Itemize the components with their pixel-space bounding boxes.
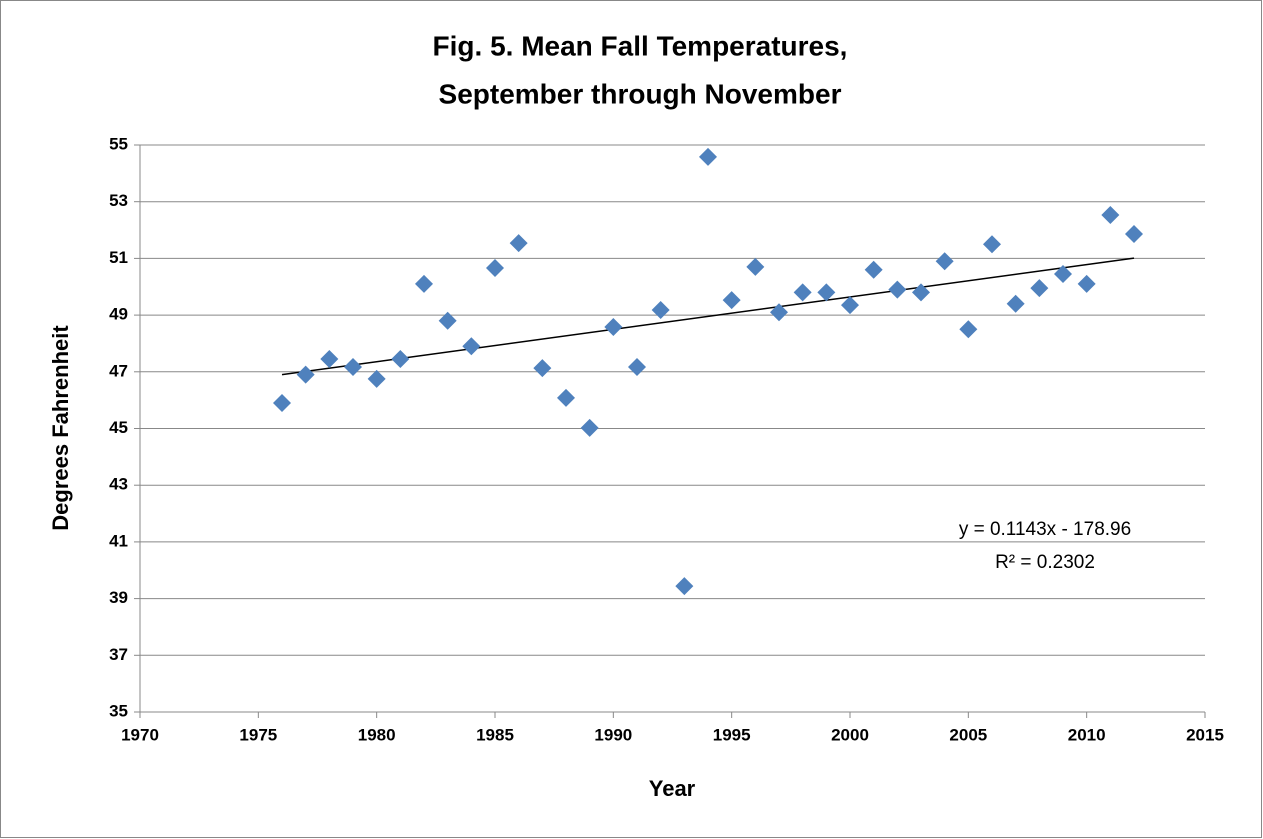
data-point <box>296 365 315 384</box>
y-tick-label: 45 <box>109 418 128 437</box>
x-tick-label: 1980 <box>358 725 396 744</box>
data-point <box>1101 206 1120 225</box>
data-point <box>486 259 504 278</box>
y-tick-label: 51 <box>109 248 128 267</box>
data-point <box>817 283 836 302</box>
y-tick-label: 35 <box>109 701 128 720</box>
x-tick-label: 1975 <box>239 725 277 744</box>
data-point <box>438 311 457 330</box>
data-point <box>273 393 291 412</box>
trendline <box>281 257 1135 376</box>
data-point <box>415 274 433 293</box>
y-tick-label: 37 <box>109 645 128 664</box>
x-tick-label: 1970 <box>121 725 159 744</box>
chart-title: September through November <box>439 78 842 109</box>
data-point <box>699 147 717 166</box>
data-point <box>580 418 599 437</box>
data-point <box>983 235 1001 254</box>
data-point <box>628 357 646 376</box>
trend-equation: y = 0.1143x - 178.96 <box>959 519 1131 540</box>
data-point <box>912 283 930 302</box>
data-point <box>391 350 410 369</box>
data-point <box>1077 274 1096 293</box>
x-tick-label: 2005 <box>949 725 987 744</box>
data-point <box>1054 264 1072 283</box>
chart-title: Fig. 5. Mean Fall Temperatures, <box>433 30 848 61</box>
y-tick-label: 41 <box>109 531 128 550</box>
y-axis-label: Degrees Fahrenheit <box>48 325 73 531</box>
y-tick-label: 49 <box>109 305 128 324</box>
y-tick-label: 53 <box>109 191 128 210</box>
data-point <box>935 252 954 271</box>
x-tick-label: 2000 <box>831 725 869 744</box>
data-point <box>320 350 339 369</box>
data-point <box>651 300 670 319</box>
data-point <box>462 337 481 356</box>
data-point <box>1030 279 1049 298</box>
data-point <box>367 369 386 388</box>
data-point <box>675 577 694 596</box>
x-tick-label: 2015 <box>1186 725 1224 744</box>
data-point <box>722 291 741 310</box>
data-point <box>557 388 575 407</box>
data-point <box>509 234 528 253</box>
data-point <box>1125 225 1143 244</box>
y-tick-label: 47 <box>109 361 128 380</box>
data-point <box>533 359 552 378</box>
data-point <box>1006 294 1025 313</box>
x-tick-label: 2010 <box>1068 725 1106 744</box>
data-point <box>604 318 623 337</box>
data-point <box>841 296 859 315</box>
x-tick-label: 1990 <box>594 725 632 744</box>
data-point <box>344 357 362 376</box>
y-tick-label: 55 <box>109 134 128 153</box>
data-point <box>793 283 812 302</box>
data-point <box>959 320 978 339</box>
x-tick-label: 1985 <box>476 725 514 744</box>
data-point <box>864 260 883 279</box>
x-tick-label: 1995 <box>713 725 751 744</box>
x-axis-label: Year <box>649 776 696 801</box>
y-tick-label: 43 <box>109 475 128 494</box>
trend-r-squared: R² = 0.2302 <box>995 552 1095 573</box>
data-point <box>770 303 788 322</box>
y-tick-label: 39 <box>109 588 128 607</box>
data-point <box>888 280 907 299</box>
data-point <box>746 257 765 276</box>
